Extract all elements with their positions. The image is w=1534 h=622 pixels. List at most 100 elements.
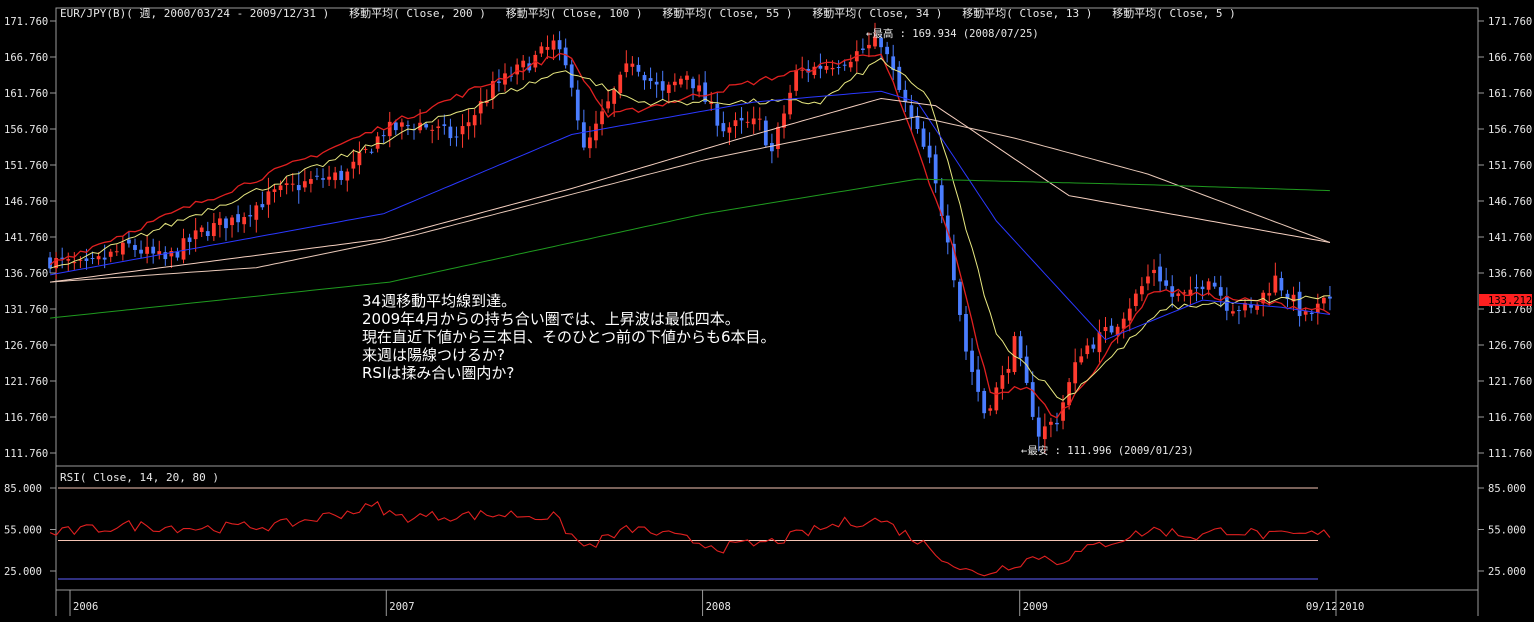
candle-body — [618, 74, 623, 94]
candle-body — [1297, 291, 1302, 317]
candle-body — [66, 259, 71, 261]
ma5-line — [49, 52, 1331, 419]
candle-body — [78, 259, 83, 261]
candle-body — [454, 136, 459, 138]
candle-body — [193, 230, 198, 240]
candle-body — [284, 183, 289, 185]
rsi-tick-label: 55.000 — [1488, 525, 1526, 537]
annotation-line: 2009年4月からの持ち合い圏では、上昇波は最低四本。 — [362, 310, 740, 328]
candle-body — [381, 135, 386, 137]
candle-body — [770, 143, 774, 152]
candle-body — [600, 111, 604, 125]
price-tick-label: 131.760 — [4, 304, 48, 316]
candle-body — [539, 46, 544, 54]
rsi-tick-label: 25.000 — [1488, 566, 1526, 578]
ma55-line — [50, 97, 1330, 283]
candle-body — [763, 120, 768, 146]
candle-body — [1055, 422, 1059, 425]
candle-body — [988, 408, 993, 411]
candle-body — [1321, 297, 1326, 304]
candle-body — [230, 217, 234, 226]
candle-body — [1176, 293, 1181, 296]
price-tick-label: 136.760 — [4, 268, 48, 280]
candle-body — [842, 64, 847, 66]
candle-body — [970, 350, 974, 372]
candle-body — [1115, 326, 1120, 336]
candle-body — [715, 103, 720, 126]
candle-body — [733, 120, 738, 127]
candle-body — [788, 92, 792, 115]
candle-body — [478, 101, 483, 114]
candle-body — [1237, 310, 1241, 312]
candle-body — [339, 170, 344, 180]
candle-body — [569, 64, 574, 88]
ma100-line — [50, 115, 1331, 283]
candle-body — [224, 218, 228, 229]
candle-body — [139, 249, 143, 254]
annotation-line: RSIは揉み合い圏内か? — [362, 364, 515, 382]
candle-body — [915, 115, 920, 129]
candle-body — [315, 175, 319, 177]
candle-body — [860, 48, 865, 50]
price-tick-label: 121.760 — [4, 376, 48, 388]
candle-body — [1091, 344, 1096, 349]
candle-body — [642, 75, 647, 81]
price-tick-label: 146.760 — [4, 196, 48, 208]
candle-body — [1249, 304, 1253, 308]
price-tick-label: 111.760 — [4, 448, 48, 460]
candle-body — [1042, 426, 1047, 440]
candle-body — [606, 101, 610, 109]
candle-body — [1133, 293, 1138, 307]
candle-body — [545, 46, 550, 50]
candle-body — [72, 262, 77, 264]
candle-body — [824, 66, 829, 70]
indicator-ma200: 移動平均( Close, 200 ) — [349, 7, 486, 20]
price-tick-label: 166.760 — [4, 52, 48, 64]
candle-body — [1231, 311, 1235, 314]
candle-body — [873, 36, 877, 47]
candle-body — [400, 122, 404, 127]
candle-body — [1164, 280, 1169, 286]
candle-body — [1024, 356, 1029, 383]
candle-body — [90, 258, 95, 260]
price-tick-label: 141.760 — [1488, 232, 1532, 244]
candle-body — [1273, 275, 1278, 293]
candle-body — [248, 215, 253, 217]
candle-body — [1206, 281, 1211, 290]
candle-body — [939, 185, 944, 217]
candle-body — [563, 47, 568, 66]
candle-body — [1255, 304, 1260, 310]
candle-body — [1036, 417, 1041, 437]
candle-body — [448, 126, 453, 139]
rsi-line — [49, 500, 1331, 577]
price-tick-label: 171.760 — [4, 16, 48, 28]
candle-body — [891, 56, 896, 71]
candle-body — [588, 137, 592, 149]
indicator-ma13: 移動平均( Close, 13 ) — [962, 7, 1093, 20]
candle-body — [612, 89, 617, 104]
candle-body — [1079, 356, 1084, 363]
candle-body — [648, 78, 653, 81]
price-tick-label: 121.760 — [1488, 376, 1532, 388]
candle-body — [933, 154, 938, 184]
candle-body — [903, 89, 908, 102]
candle-body — [84, 258, 89, 261]
candle-body — [703, 82, 708, 102]
last-price-value: 133.212 — [1488, 295, 1532, 307]
price-tick-label: 161.760 — [4, 88, 48, 100]
candle-body — [133, 245, 137, 250]
rsi-tick-label: 55.000 — [4, 525, 42, 537]
candle-body — [406, 125, 410, 127]
candle-body — [812, 66, 817, 76]
candle-body — [181, 238, 186, 260]
rsi-tick-label: 85.000 — [1488, 483, 1526, 495]
candle-body — [727, 127, 732, 133]
candle-body — [1097, 332, 1102, 353]
price-tick-label: 156.760 — [1488, 124, 1532, 136]
candle-body — [1309, 312, 1314, 315]
candle-body — [830, 67, 835, 70]
candle-body — [1212, 282, 1217, 287]
candle-body — [1285, 293, 1290, 300]
candle-body — [515, 64, 520, 75]
annotation-line: 34週移動平均線到達。 — [362, 292, 517, 310]
